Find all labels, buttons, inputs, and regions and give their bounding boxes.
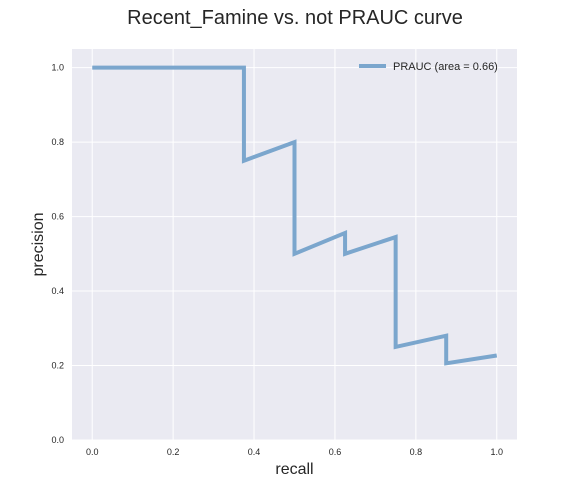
chart-title: Recent_Famine vs. not PRAUC curve (127, 7, 463, 29)
x-tick-label: 0.6 (329, 447, 342, 457)
y-tick-label: 0.8 (51, 137, 64, 147)
x-axis-ticks: 0.0 0.2 0.4 0.6 0.8 1.0 (86, 447, 503, 457)
x-tick-label: 0.2 (167, 447, 180, 457)
y-tick-label: 0.2 (51, 361, 64, 371)
x-tick-label: 0.4 (248, 447, 261, 457)
x-tick-label: 0.0 (86, 447, 99, 457)
y-tick-label: 0.6 (51, 212, 64, 222)
x-tick-label: 1.0 (491, 447, 504, 457)
legend: PRAUC (area = 0.66) (359, 61, 498, 73)
y-tick-label: 0.0 (51, 435, 64, 445)
y-tick-label: 0.4 (51, 286, 64, 296)
y-axis-label: precision (30, 212, 47, 276)
prauc-curve-line (92, 65, 498, 366)
legend-label: PRAUC (area = 0.66) (393, 61, 498, 73)
y-tick-label: 1.0 (51, 63, 64, 73)
x-axis-label: recall (275, 461, 313, 478)
y-axis-ticks: 0.0 0.2 0.4 0.6 0.8 1.0 (51, 63, 64, 445)
x-tick-label: 0.8 (410, 447, 423, 457)
